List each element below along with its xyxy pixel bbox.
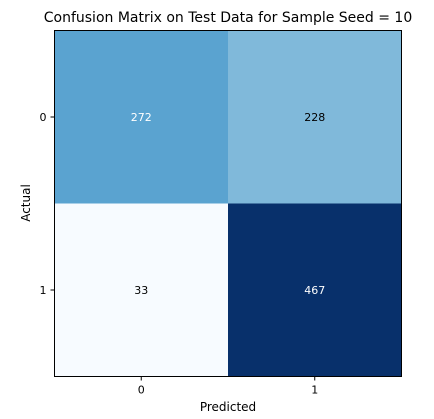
y-tick-label-1: 1 <box>40 284 47 297</box>
plot-frame <box>54 30 402 377</box>
chart-title: Confusion Matrix on Test Data for Sample… <box>44 10 413 26</box>
y-axis-ticks: 01 <box>40 111 55 297</box>
cell-value-r0-c1: 228 <box>304 111 325 124</box>
y-tick-label-0: 0 <box>40 111 47 124</box>
heatmap-cell-r1-c1 <box>228 203 402 377</box>
heatmap-cell-r1-c0 <box>54 203 228 377</box>
x-axis-label: Predicted <box>200 400 256 414</box>
heatmap-cell-labels: 272 228 33 467 <box>131 111 326 297</box>
cell-value-r1-c1: 467 <box>304 284 325 297</box>
cell-value-r1-c0: 33 <box>134 284 148 297</box>
heatmap-cell-r0-c1 <box>228 30 402 204</box>
heatmap-cell-r0-c0 <box>54 30 228 204</box>
x-tick-label-0: 0 <box>138 384 145 397</box>
y-axis-label: Actual <box>19 184 33 222</box>
heatmap-cells <box>54 30 402 377</box>
x-tick-label-1: 1 <box>311 384 318 397</box>
cell-value-r0-c0: 272 <box>131 111 152 124</box>
